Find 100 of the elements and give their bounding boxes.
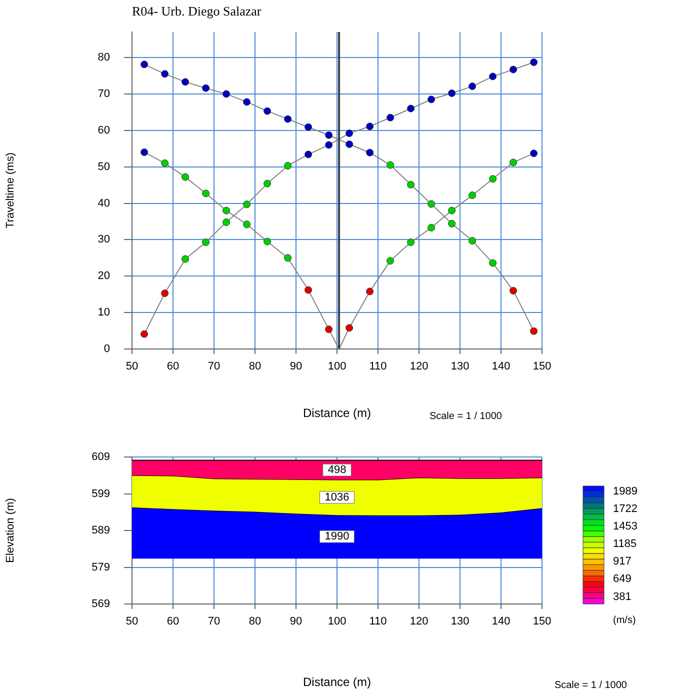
point	[140, 60, 148, 68]
y-axis-title: Traveltime (ms)	[4, 152, 17, 228]
color-bar-label: 917	[613, 556, 632, 568]
text: Scale = 1 / 1000	[429, 410, 502, 422]
point	[366, 148, 374, 156]
point	[428, 224, 436, 232]
point	[510, 286, 518, 294]
y-tick-label: 40	[98, 197, 110, 210]
point	[284, 115, 292, 123]
y-tick-label: 70	[98, 88, 110, 100]
color-bar-label: 1722	[613, 502, 638, 515]
x-tick-label: 110	[369, 616, 387, 628]
point	[140, 330, 148, 338]
x-tick-label: 100	[328, 360, 346, 373]
x-tick-label: 80	[248, 616, 262, 628]
x-tick-label: 120	[410, 360, 428, 373]
point	[243, 220, 251, 228]
y-tick-label: 30	[98, 234, 110, 246]
x-tick-label: 60	[166, 616, 180, 628]
x-tick-label: 90	[290, 360, 302, 373]
y-tick-label: 599	[92, 488, 110, 500]
x-tick-label: 110	[369, 360, 387, 373]
point	[222, 90, 230, 98]
series-label: 1990	[324, 530, 350, 543]
text: Scale = 1 / 1000	[554, 680, 628, 691]
y-tick-label: 569	[92, 598, 110, 610]
y-tick-label: 589	[92, 524, 110, 537]
color-bar-label: 1989	[613, 485, 638, 498]
point	[264, 107, 272, 115]
point	[284, 254, 292, 262]
series-label: 1036	[324, 491, 350, 504]
point	[510, 158, 518, 166]
point	[304, 150, 312, 158]
point	[386, 114, 394, 122]
x-tick-label: 50	[126, 360, 138, 373]
point	[468, 191, 476, 199]
point	[407, 104, 415, 112]
point	[161, 70, 169, 78]
y-tick-label: 60	[98, 124, 110, 136]
point	[386, 257, 394, 265]
x-tick-label: 70	[208, 616, 220, 628]
point	[325, 131, 333, 139]
x-axis-title: Distance (m)	[302, 675, 372, 690]
x-tick-label: 100	[328, 616, 346, 628]
point	[407, 238, 415, 246]
y-axis-title: Elevation (m)	[4, 498, 17, 563]
point	[202, 190, 210, 198]
chart-title: R04- Urb. Diego Salazar	[132, 3, 262, 18]
color-bar-label: 1185	[613, 538, 637, 550]
color-bar-label: 1453	[613, 520, 638, 532]
y-tick-label: 10	[98, 306, 110, 319]
point	[366, 288, 374, 296]
point	[264, 238, 272, 246]
point	[161, 159, 169, 167]
x-tick-label: 60	[166, 360, 180, 373]
point	[530, 327, 538, 335]
x-axis-title: Distance (m)	[302, 406, 372, 420]
color-bar-title: (m/s)	[613, 614, 636, 626]
point	[243, 98, 251, 106]
y-tick-label: 20	[98, 270, 110, 282]
x-tick-label: 140	[492, 360, 510, 373]
point	[304, 123, 312, 131]
point	[428, 96, 436, 104]
point	[510, 66, 518, 74]
x-tick-label: 80	[248, 360, 262, 373]
series-label: 498	[328, 464, 346, 476]
y-tick-label: 609	[92, 451, 110, 464]
x-tick-label: 140	[492, 616, 510, 628]
x-tick-label: 70	[208, 360, 220, 373]
point	[530, 58, 538, 66]
point	[182, 78, 190, 86]
point	[202, 84, 210, 92]
y-tick-label: 579	[92, 561, 110, 574]
y-tick-label: 80	[98, 52, 110, 64]
point	[222, 206, 230, 214]
x-tick-label: 150	[532, 360, 552, 373]
x-tick-label: 150	[532, 616, 552, 628]
color-bar-label: 649	[613, 573, 632, 586]
y-tick-label: 50	[98, 160, 110, 173]
x-tick-label: 90	[290, 616, 302, 628]
x-tick-label: 120	[410, 616, 428, 628]
point	[182, 173, 190, 181]
point	[489, 72, 497, 80]
point	[304, 286, 312, 294]
point	[346, 324, 354, 332]
point	[366, 122, 374, 130]
point	[448, 206, 456, 214]
point	[489, 175, 497, 183]
x-tick-label: 130	[450, 360, 470, 373]
point	[161, 290, 169, 297]
point	[448, 89, 456, 97]
point	[325, 141, 333, 149]
y-tick-label: 0	[104, 343, 110, 356]
point	[346, 140, 354, 148]
point	[468, 82, 476, 90]
x-tick-label: 130	[450, 616, 470, 628]
point	[325, 326, 333, 334]
x-tick-label: 50	[126, 616, 138, 628]
color-bar-label: 381	[613, 590, 632, 603]
point	[346, 130, 354, 138]
